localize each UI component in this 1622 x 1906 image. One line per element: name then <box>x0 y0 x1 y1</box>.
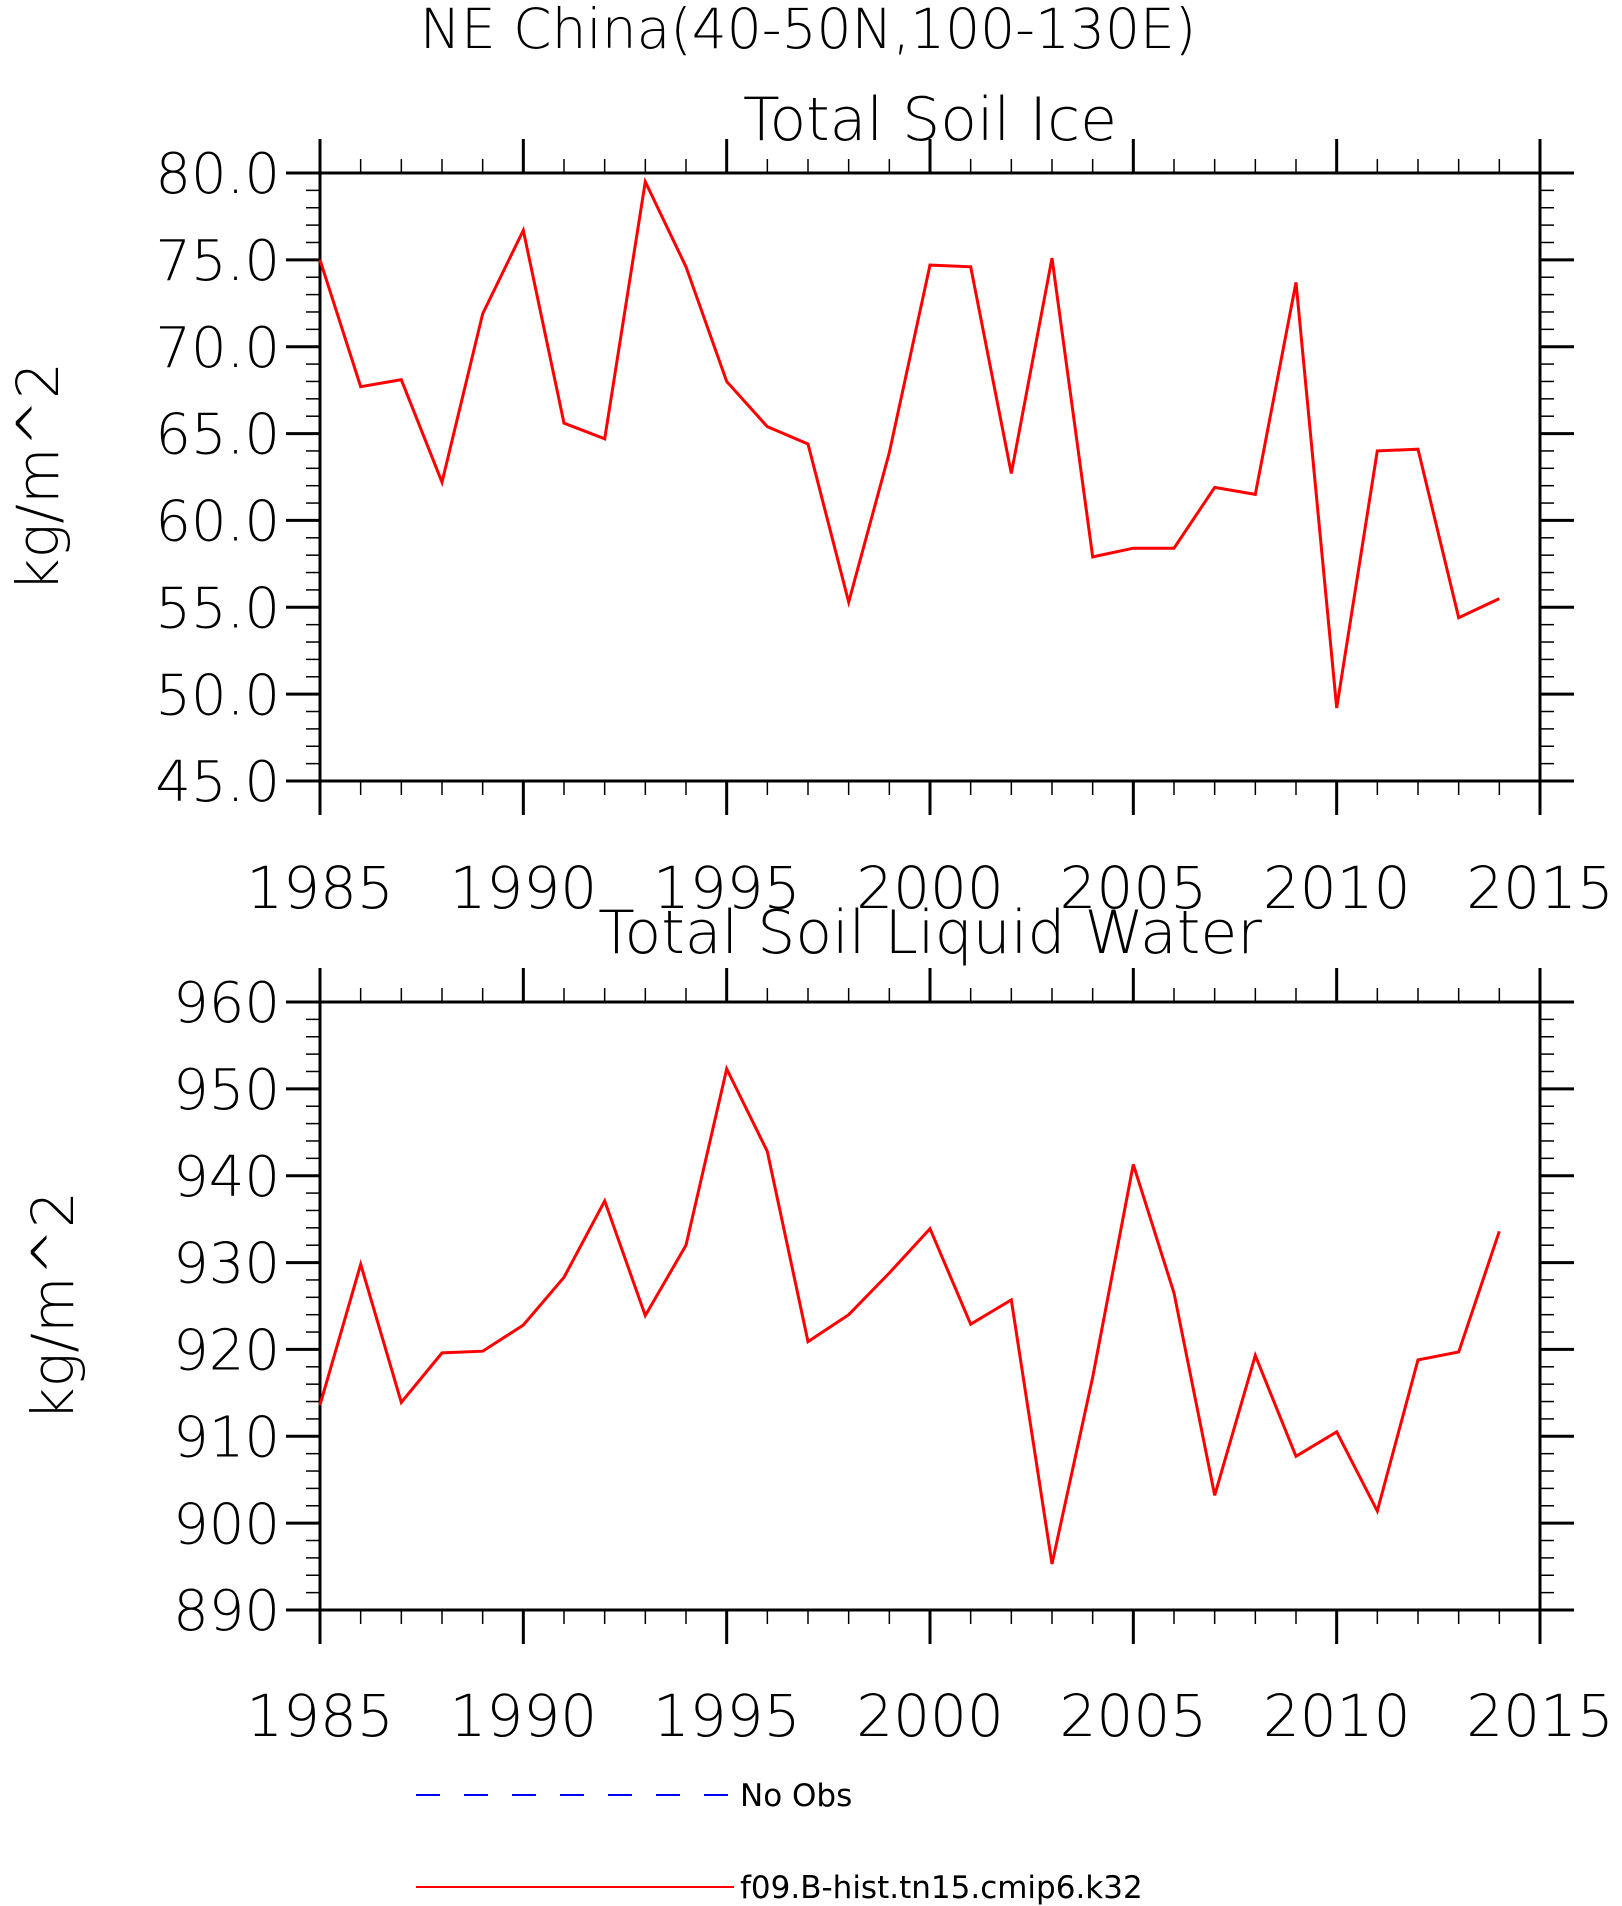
soil-ice-y-axis-label: kg/m^2 <box>4 362 72 592</box>
y-tick-label: 900 <box>173 1492 280 1557</box>
soil-liquid-water-plot-frame <box>318 1000 1542 1612</box>
legend-model-label: f09.B-hist.tn15.cmip6.k32 <box>740 1870 1143 1906</box>
x-tick-label: 2005 <box>1060 1682 1208 1750</box>
x-tick-label: 2005 <box>1060 854 1208 922</box>
y-tick-label: 45.0 <box>155 750 280 815</box>
soil-liquid-water-x-tick-labels: 1985 1990 1995 2000 2005 2010 2015 <box>246 1682 1614 1750</box>
soil-liquid-water-panel: Total Soil Liquid Water 890 900 910 920 930 9… <box>19 898 1614 1750</box>
legend-no-obs-label: No Obs <box>740 1778 852 1814</box>
x-tick-label: 2000 <box>856 854 1004 922</box>
y-tick-label: 65.0 <box>155 403 280 468</box>
x-tick-label: 1985 <box>246 854 394 922</box>
y-tick-label: 950 <box>173 1058 280 1123</box>
x-tick-label: 2015 <box>1466 854 1614 922</box>
y-tick-label: 910 <box>173 1405 280 1470</box>
soil-ice-panel: Total Soil Ice 45.050.055.060.065.070.07… <box>4 85 1614 922</box>
y-tick-label: 50.0 <box>155 663 280 728</box>
y-tick-label: 960 <box>173 971 280 1036</box>
page-title: NE China(40-50N,100-130E) <box>420 0 1196 61</box>
x-tick-label: 2015 <box>1466 1682 1614 1750</box>
y-tick-label: 55.0 <box>155 576 280 641</box>
x-tick-label: 1990 <box>450 854 598 922</box>
x-tick-label: 2000 <box>856 1682 1004 1750</box>
soil-liquid-water-series-line <box>318 1064 1501 1565</box>
y-tick-label: 80.0 <box>155 142 280 207</box>
x-tick-label: 1985 <box>246 1682 394 1750</box>
x-tick-label: 1990 <box>450 1682 598 1750</box>
y-tick-label: 75.0 <box>155 229 280 294</box>
soil-ice-y-tick-labels: 45.0 50.0 55.0 60.0 65.0 70.0 75.0 80.0 <box>155 142 280 815</box>
x-tick-label: 2010 <box>1263 854 1411 922</box>
soil-liquid-water-y-tick-labels: 890 900 910 920 930 940 950 960 <box>173 971 280 1644</box>
x-tick-label: 2010 <box>1263 1682 1411 1750</box>
y-tick-label: 890 <box>173 1579 280 1644</box>
soil-liquid-water-y-axis-label: kg/m^2 <box>19 1191 87 1421</box>
y-tick-label: 920 <box>173 1319 280 1384</box>
soil-ice-series-line <box>318 176 1500 709</box>
y-tick-label: 60.0 <box>155 490 280 555</box>
legend: No Obs f09.B-hist.tn15.cmip6.k32 <box>416 1778 1143 1906</box>
x-tick-label: 1995 <box>653 1682 801 1750</box>
soil-liquid-water-ticks <box>286 968 1574 1644</box>
y-tick-label: 940 <box>173 1145 280 1210</box>
soil-ice-x-tick-labels: 1985 1990 1995 2000 2005 2010 2015 <box>246 854 1614 922</box>
soil-ice-ticks <box>286 139 1574 815</box>
y-tick-label: 70.0 <box>155 316 280 381</box>
soil-liquid-water-title: Total Soil Liquid Water <box>598 898 1262 968</box>
y-tick-label: 930 <box>173 1232 280 1297</box>
x-tick-label: 1995 <box>653 854 801 922</box>
